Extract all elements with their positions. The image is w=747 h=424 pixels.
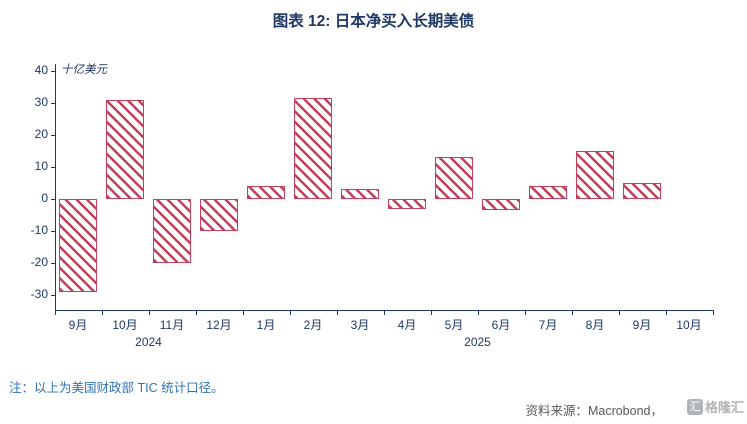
y-axis-tick	[51, 263, 55, 264]
y-tick-label: 10	[34, 159, 48, 173]
y-tick-label: 0	[41, 191, 48, 205]
x-tick-label: 2月	[303, 318, 323, 332]
x-tick-label: 10月	[676, 318, 702, 332]
gelonghui-logo-icon: 汇	[686, 398, 703, 415]
y-axis-tick	[51, 71, 55, 72]
x-axis-tick	[524, 310, 526, 315]
year-label: 2025	[464, 335, 491, 349]
x-axis-tick	[665, 310, 667, 315]
x-axis-tick	[289, 310, 291, 315]
bar	[106, 99, 144, 199]
x-tick-label: 1月	[256, 318, 276, 332]
watermark-text: 格隆汇	[704, 400, 744, 415]
y-tick-label: -20	[30, 255, 48, 269]
y-axis-unit-label: 十亿美元	[61, 64, 107, 76]
x-tick-label: 4月	[397, 318, 417, 332]
chart-title: 图表 12: 日本净买入长期美债	[272, 13, 475, 30]
bar	[435, 157, 473, 199]
bar	[576, 151, 614, 199]
x-axis-tick	[618, 310, 620, 315]
y-tick-label: 30	[34, 95, 48, 109]
bar	[59, 199, 97, 292]
bar	[529, 186, 567, 199]
x-axis-tick	[148, 310, 150, 315]
bar	[623, 183, 661, 199]
x-tick-label: 8月	[585, 318, 605, 332]
x-axis-tick	[571, 310, 573, 315]
x-tick-label: 10月	[112, 318, 138, 332]
y-axis-tick	[51, 103, 55, 104]
x-tick-label: 7月	[538, 318, 558, 332]
bar	[153, 199, 191, 263]
x-axis-tick	[477, 310, 479, 315]
watermark-logo: 汇 格隆汇	[686, 397, 744, 416]
y-tick-label: -10	[30, 223, 48, 237]
bar	[200, 199, 238, 231]
bar	[388, 199, 426, 209]
y-tick-label: 20	[34, 127, 48, 141]
source-text: 资料来源：Macrobond，	[525, 404, 663, 418]
bar	[247, 186, 285, 199]
x-tick-label: 11月	[159, 318, 185, 332]
x-tick-label: 9月	[632, 318, 652, 332]
bar	[482, 199, 520, 211]
y-axis-tick	[51, 199, 55, 200]
x-axis-tick	[430, 310, 432, 315]
x-axis-tick	[54, 310, 56, 315]
x-axis-tick	[712, 310, 714, 315]
bar	[341, 189, 379, 199]
y-axis-tick	[51, 231, 55, 232]
x-tick-label: 9月	[68, 318, 88, 332]
footnote: 注：以上为美国财政部 TIC 统计口径。	[9, 381, 224, 395]
y-tick-label: 40	[34, 63, 48, 77]
y-axis-line	[55, 64, 56, 311]
year-label: 2024	[135, 335, 162, 349]
x-axis-tick	[383, 310, 385, 315]
x-tick-label: 6月	[491, 318, 511, 332]
x-tick-label: 5月	[444, 318, 464, 332]
bar	[294, 98, 332, 199]
x-tick-label: 3月	[350, 318, 370, 332]
y-axis-tick	[51, 295, 55, 296]
y-axis-tick	[51, 167, 55, 168]
y-axis-tick	[51, 135, 55, 136]
x-axis-tick	[336, 310, 338, 315]
y-tick-label: -30	[30, 287, 48, 301]
x-axis-tick	[195, 310, 197, 315]
x-axis-tick	[242, 310, 244, 315]
x-axis-tick	[101, 310, 103, 315]
x-tick-label: 12月	[206, 318, 232, 332]
